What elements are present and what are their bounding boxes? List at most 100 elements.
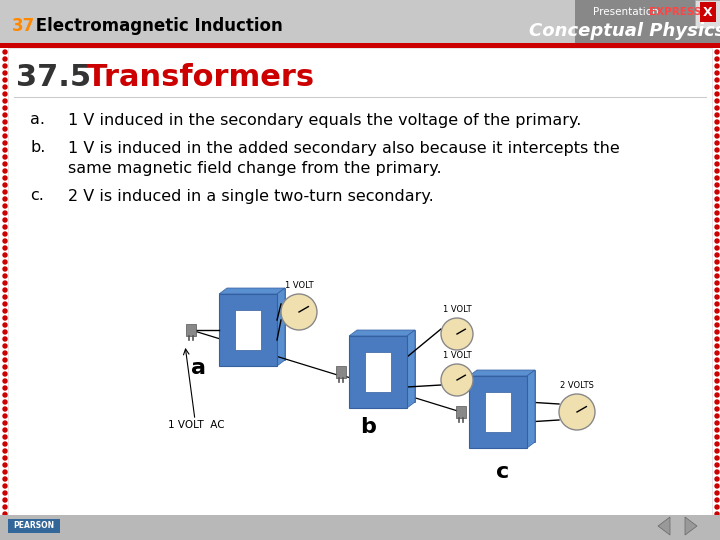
Circle shape xyxy=(3,498,7,502)
Circle shape xyxy=(3,379,7,383)
Circle shape xyxy=(3,183,7,187)
Circle shape xyxy=(3,316,7,320)
Circle shape xyxy=(3,484,7,488)
Circle shape xyxy=(3,386,7,390)
Circle shape xyxy=(715,449,719,453)
Circle shape xyxy=(3,78,7,82)
Polygon shape xyxy=(527,370,535,448)
Polygon shape xyxy=(685,517,697,535)
Circle shape xyxy=(715,134,719,138)
Circle shape xyxy=(715,386,719,390)
Circle shape xyxy=(3,85,7,89)
Circle shape xyxy=(715,204,719,208)
Circle shape xyxy=(3,274,7,278)
Circle shape xyxy=(715,456,719,460)
Circle shape xyxy=(715,274,719,278)
Circle shape xyxy=(3,512,7,516)
Circle shape xyxy=(3,71,7,75)
Circle shape xyxy=(3,239,7,243)
Text: X: X xyxy=(703,6,713,19)
Circle shape xyxy=(3,197,7,201)
Circle shape xyxy=(3,281,7,285)
Circle shape xyxy=(715,281,719,285)
Circle shape xyxy=(3,337,7,341)
Circle shape xyxy=(715,470,719,474)
Circle shape xyxy=(715,421,719,425)
Circle shape xyxy=(715,295,719,299)
Text: Transformers: Transformers xyxy=(76,64,314,92)
Bar xyxy=(0,515,720,540)
Circle shape xyxy=(3,169,7,173)
Circle shape xyxy=(715,232,719,236)
Circle shape xyxy=(715,484,719,488)
Text: c.: c. xyxy=(30,188,44,204)
Text: Conceptual Physics: Conceptual Physics xyxy=(528,22,720,40)
Circle shape xyxy=(715,498,719,502)
Circle shape xyxy=(3,414,7,418)
Bar xyxy=(575,0,720,46)
Text: 2 VOLTS: 2 VOLTS xyxy=(560,381,594,390)
Circle shape xyxy=(715,50,719,54)
Circle shape xyxy=(3,113,7,117)
Circle shape xyxy=(715,197,719,201)
Circle shape xyxy=(715,106,719,110)
Text: same magnetic field change from the primary.: same magnetic field change from the prim… xyxy=(68,160,441,176)
Circle shape xyxy=(715,365,719,369)
Circle shape xyxy=(3,267,7,271)
Bar xyxy=(227,288,285,360)
Circle shape xyxy=(3,463,7,467)
Circle shape xyxy=(3,491,7,495)
Circle shape xyxy=(715,330,719,334)
Circle shape xyxy=(715,57,719,61)
Circle shape xyxy=(715,85,719,89)
Circle shape xyxy=(281,294,317,330)
Circle shape xyxy=(3,204,7,208)
Circle shape xyxy=(3,449,7,453)
Circle shape xyxy=(715,253,719,257)
Circle shape xyxy=(3,365,7,369)
Circle shape xyxy=(3,127,7,131)
Circle shape xyxy=(715,372,719,376)
Circle shape xyxy=(715,141,719,145)
Bar xyxy=(493,386,519,426)
Circle shape xyxy=(715,169,719,173)
Bar xyxy=(8,519,60,533)
Circle shape xyxy=(715,442,719,446)
Circle shape xyxy=(3,92,7,96)
Circle shape xyxy=(715,323,719,327)
Circle shape xyxy=(3,176,7,180)
Text: 37: 37 xyxy=(12,17,35,35)
Circle shape xyxy=(715,92,719,96)
Text: a: a xyxy=(191,358,205,378)
Polygon shape xyxy=(658,517,670,535)
Circle shape xyxy=(3,64,7,68)
Bar xyxy=(373,346,399,386)
Bar xyxy=(8,48,712,518)
Circle shape xyxy=(3,295,7,299)
Circle shape xyxy=(3,155,7,159)
Circle shape xyxy=(559,394,595,430)
Circle shape xyxy=(441,318,473,350)
Circle shape xyxy=(3,309,7,313)
Circle shape xyxy=(3,134,7,138)
Circle shape xyxy=(715,211,719,215)
Circle shape xyxy=(3,218,7,222)
Circle shape xyxy=(715,155,719,159)
Circle shape xyxy=(715,176,719,180)
Circle shape xyxy=(715,302,719,306)
Circle shape xyxy=(3,225,7,229)
Circle shape xyxy=(715,183,719,187)
Circle shape xyxy=(715,99,719,103)
Circle shape xyxy=(715,246,719,250)
Text: Electromagnetic Induction: Electromagnetic Induction xyxy=(30,17,283,35)
Circle shape xyxy=(3,358,7,362)
Circle shape xyxy=(3,456,7,460)
Circle shape xyxy=(3,330,7,334)
Circle shape xyxy=(715,337,719,341)
Bar xyxy=(243,304,269,344)
Circle shape xyxy=(715,393,719,397)
Circle shape xyxy=(715,414,719,418)
Circle shape xyxy=(441,364,473,396)
Circle shape xyxy=(715,78,719,82)
Circle shape xyxy=(715,316,719,320)
